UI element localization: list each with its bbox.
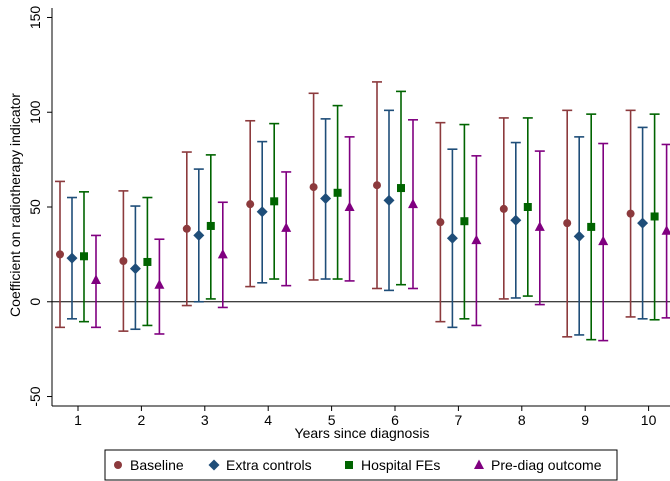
- point-estimate-marker: [650, 212, 659, 221]
- point-estimate-marker: [143, 257, 152, 266]
- point-estimate-marker: [66, 252, 78, 264]
- point-estimate-marker: [383, 194, 395, 206]
- point-estimate-marker: [320, 192, 332, 204]
- point-estimate-marker: [499, 204, 508, 213]
- point-estimate-marker: [333, 188, 342, 197]
- point-estimate-marker: [598, 235, 609, 246]
- x-tick-label: 6: [391, 412, 399, 428]
- point-estimate-marker: [80, 252, 88, 261]
- y-tick-label: 50: [27, 199, 43, 215]
- series-pre-diag-outcome: [91, 119, 670, 342]
- point-estimate-marker: [281, 222, 292, 232]
- point-estimate-marker: [510, 214, 522, 226]
- point-estimate-marker: [270, 197, 279, 206]
- legend-box: [104, 449, 618, 481]
- legend-label: Pre-diag outcome: [491, 457, 602, 473]
- y-tick-label: 100: [27, 100, 43, 124]
- point-estimate-marker: [246, 200, 255, 209]
- point-estimate-marker: [446, 232, 458, 244]
- point-estimate-marker: [626, 209, 635, 218]
- point-estimate-marker: [436, 218, 445, 227]
- x-tick-label: 7: [455, 412, 463, 428]
- series-extra-controls: [66, 109, 649, 336]
- x-axis-title: Years since diagnosis: [295, 425, 430, 441]
- legend-label: Hospital FEs: [361, 457, 440, 473]
- x-tick-label: 3: [201, 412, 209, 428]
- point-estimate-marker: [154, 279, 165, 289]
- point-estimate-marker: [397, 184, 405, 193]
- legend-label: Baseline: [130, 457, 184, 473]
- legend-marker: [208, 459, 220, 471]
- x-tick-label: 2: [138, 412, 146, 428]
- axes: -50 0 50 100 150 1 2 3 4 5 6 7 8 9 10: [27, 6, 670, 428]
- point-estimate-marker: [256, 206, 268, 218]
- x-tick-label: 9: [581, 412, 589, 428]
- point-estimate-marker: [119, 257, 128, 266]
- y-axis-title: Coefficient on radiotherapy indicator: [7, 93, 23, 317]
- point-estimate-marker: [193, 229, 205, 241]
- point-estimate-marker: [563, 219, 572, 228]
- point-estimate-marker: [309, 183, 318, 192]
- legend-label: Extra controls: [226, 457, 312, 473]
- legend-marker: [474, 459, 484, 469]
- y-tick-label: 150: [27, 6, 43, 30]
- point-estimate-marker: [373, 181, 381, 190]
- point-estimate-marker: [523, 203, 532, 211]
- x-tick-label: 10: [641, 412, 657, 428]
- point-estimate-marker: [637, 217, 649, 229]
- x-tick-label: 5: [328, 412, 336, 428]
- point-estimate-marker: [56, 250, 64, 259]
- point-estimate-marker: [471, 234, 482, 245]
- point-estimate-marker: [587, 222, 596, 231]
- point-estimate-marker: [534, 221, 545, 231]
- point-estimate-marker: [460, 217, 469, 226]
- legend: Baseline Extra controls Hospital FEs Pre-di…: [104, 449, 618, 481]
- point-estimate-marker: [217, 248, 228, 259]
- point-estimate-marker: [573, 230, 585, 242]
- legend-marker: [114, 461, 122, 469]
- legend-marker: [345, 461, 353, 469]
- series-hospital-fes: [79, 90, 660, 341]
- point-estimate-marker: [206, 221, 215, 230]
- point-estimate-marker: [344, 201, 355, 211]
- point-estimate-marker: [91, 274, 101, 284]
- series-baseline: [55, 81, 636, 338]
- point-estimate-marker: [129, 263, 141, 275]
- x-tick-label: 4: [264, 412, 272, 428]
- point-estimate-marker: [408, 198, 418, 209]
- y-tick-label: 0: [27, 298, 43, 306]
- point-estimate-marker: [661, 225, 670, 235]
- series-layer: [55, 81, 670, 342]
- x-tick-label: 8: [518, 412, 526, 428]
- point-estimate-marker: [182, 224, 191, 233]
- x-tick-label: 1: [74, 412, 82, 428]
- y-tick-label: -50: [27, 386, 43, 406]
